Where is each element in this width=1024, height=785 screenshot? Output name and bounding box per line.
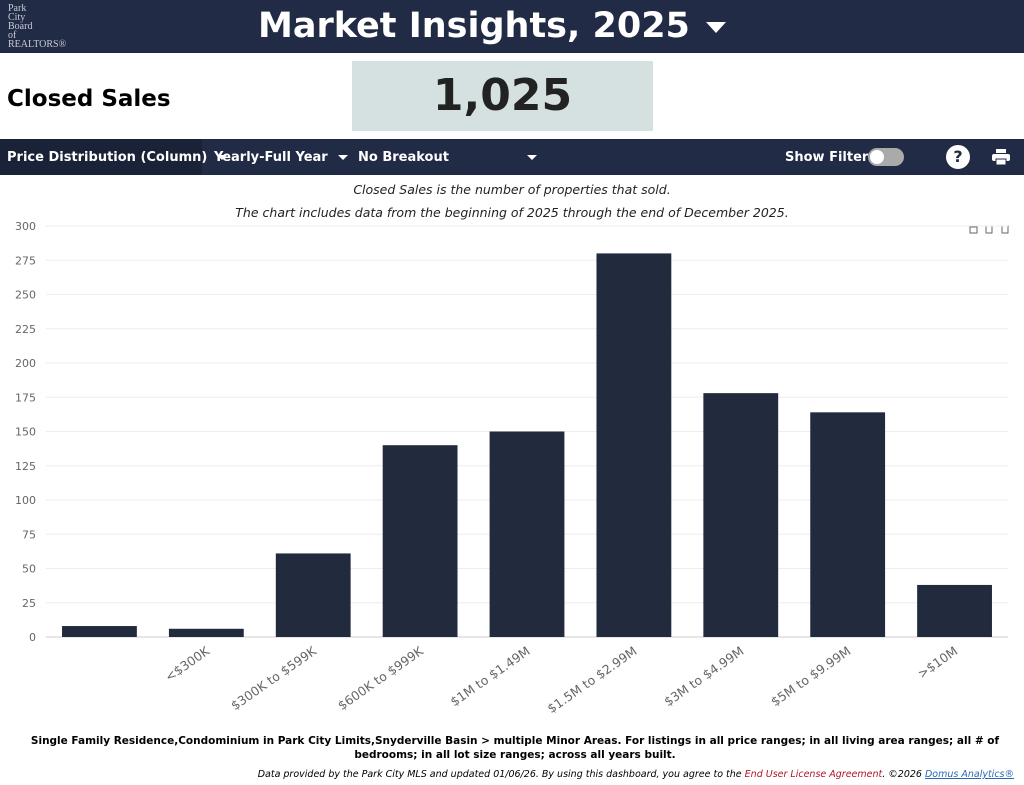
y-tick-label: 0 — [29, 631, 36, 644]
y-tick-label: 250 — [15, 289, 36, 302]
x-tick-label: $300K to $599K — [228, 643, 320, 713]
y-tick-label: 100 — [15, 494, 36, 507]
bar — [917, 584, 992, 637]
logo-line: City — [8, 12, 26, 23]
bar — [275, 553, 351, 637]
x-tick-label: $1M to $1.49M — [447, 643, 532, 709]
y-tick-label: 75 — [22, 528, 36, 541]
x-tick-label: $1.5M to $2.99M — [544, 643, 639, 716]
bar — [62, 626, 137, 637]
chart: 0 25 50 75 100 125 150 175 200 225 250 275 300 <$300K… — [15, 220, 1009, 716]
footer-text: Data provided by the Park City MLS and u… — [257, 769, 745, 780]
description: Closed Sales is the number of properties… — [353, 182, 671, 197]
y-tick-label: 50 — [22, 563, 36, 576]
logo[interactable]: Park City Board of REALTORS® — [8, 3, 67, 50]
description: The chart includes data from the beginni… — [235, 205, 789, 220]
y-tick-label: 25 — [22, 597, 36, 610]
footer: Data provided by the Park City MLS and u… — [258, 769, 1014, 780]
y-tick-label: 125 — [15, 460, 36, 473]
period: Yearly-Full Year — [214, 150, 328, 165]
metric-value: 1,025 — [352, 61, 653, 131]
domus-link[interactable]: Domus Analytics® — [924, 769, 1014, 780]
breakout-dropdown[interactable]: No Breakout — [358, 150, 537, 165]
bar — [489, 431, 565, 637]
print-button[interactable] — [992, 149, 1010, 166]
title: Market Insights, 2025 — [258, 6, 690, 46]
license-link[interactable]: End User License Agreement — [744, 769, 883, 780]
y-tick-label: 275 — [15, 254, 36, 267]
logo-line: Park — [8, 3, 27, 14]
logo-line: Board — [8, 21, 33, 32]
metric-name: Closed Sales — [7, 86, 171, 112]
x-tick-label: <$300K — [162, 643, 213, 685]
filters-label: Show Filters: — [785, 150, 882, 165]
chart-view-bg — [0, 139, 202, 175]
bar — [703, 393, 779, 637]
y-tick-label: 150 — [15, 426, 36, 439]
bar — [382, 445, 458, 637]
breakout: No Breakout — [358, 150, 449, 165]
logo-line: REALTORS® — [8, 39, 67, 50]
x-tick-label: >$10M — [915, 643, 961, 681]
chart-tools[interactable] — [969, 225, 1009, 234]
footnote: Single Family Residence,Condominium in P… — [30, 735, 1000, 761]
chart-view: Price Distribution (Column) — [7, 150, 208, 165]
logo-line: of — [8, 30, 17, 41]
title-dropdown[interactable]: Market Insights, 2025 — [258, 6, 726, 46]
x-tick-label: $3M to $4.99M — [661, 643, 746, 709]
toolbar: Price Distribution (Column) Yearly-Full … — [0, 139, 1024, 175]
x-tick-label: $5M to $9.99M — [768, 643, 853, 709]
footer-text: . ©2026 — [882, 769, 925, 780]
x-tick-label: $600K to $999K — [335, 643, 427, 713]
period-dropdown[interactable]: Yearly-Full Year — [214, 150, 348, 165]
header: Park City Board of REALTORS® Market Insi… — [0, 0, 1024, 53]
chart-view-dropdown[interactable]: Price Distribution (Column) — [7, 150, 228, 165]
y-tick-label: 200 — [15, 357, 36, 370]
y-tick-label: 175 — [15, 391, 36, 404]
bar — [168, 628, 244, 637]
filters-toggle[interactable] — [868, 148, 904, 166]
y-tick-label: 300 — [15, 220, 36, 233]
y-tick-label: 225 — [15, 323, 36, 336]
bar — [810, 412, 886, 637]
help-button[interactable]: ? — [946, 145, 970, 169]
bar — [596, 253, 672, 637]
